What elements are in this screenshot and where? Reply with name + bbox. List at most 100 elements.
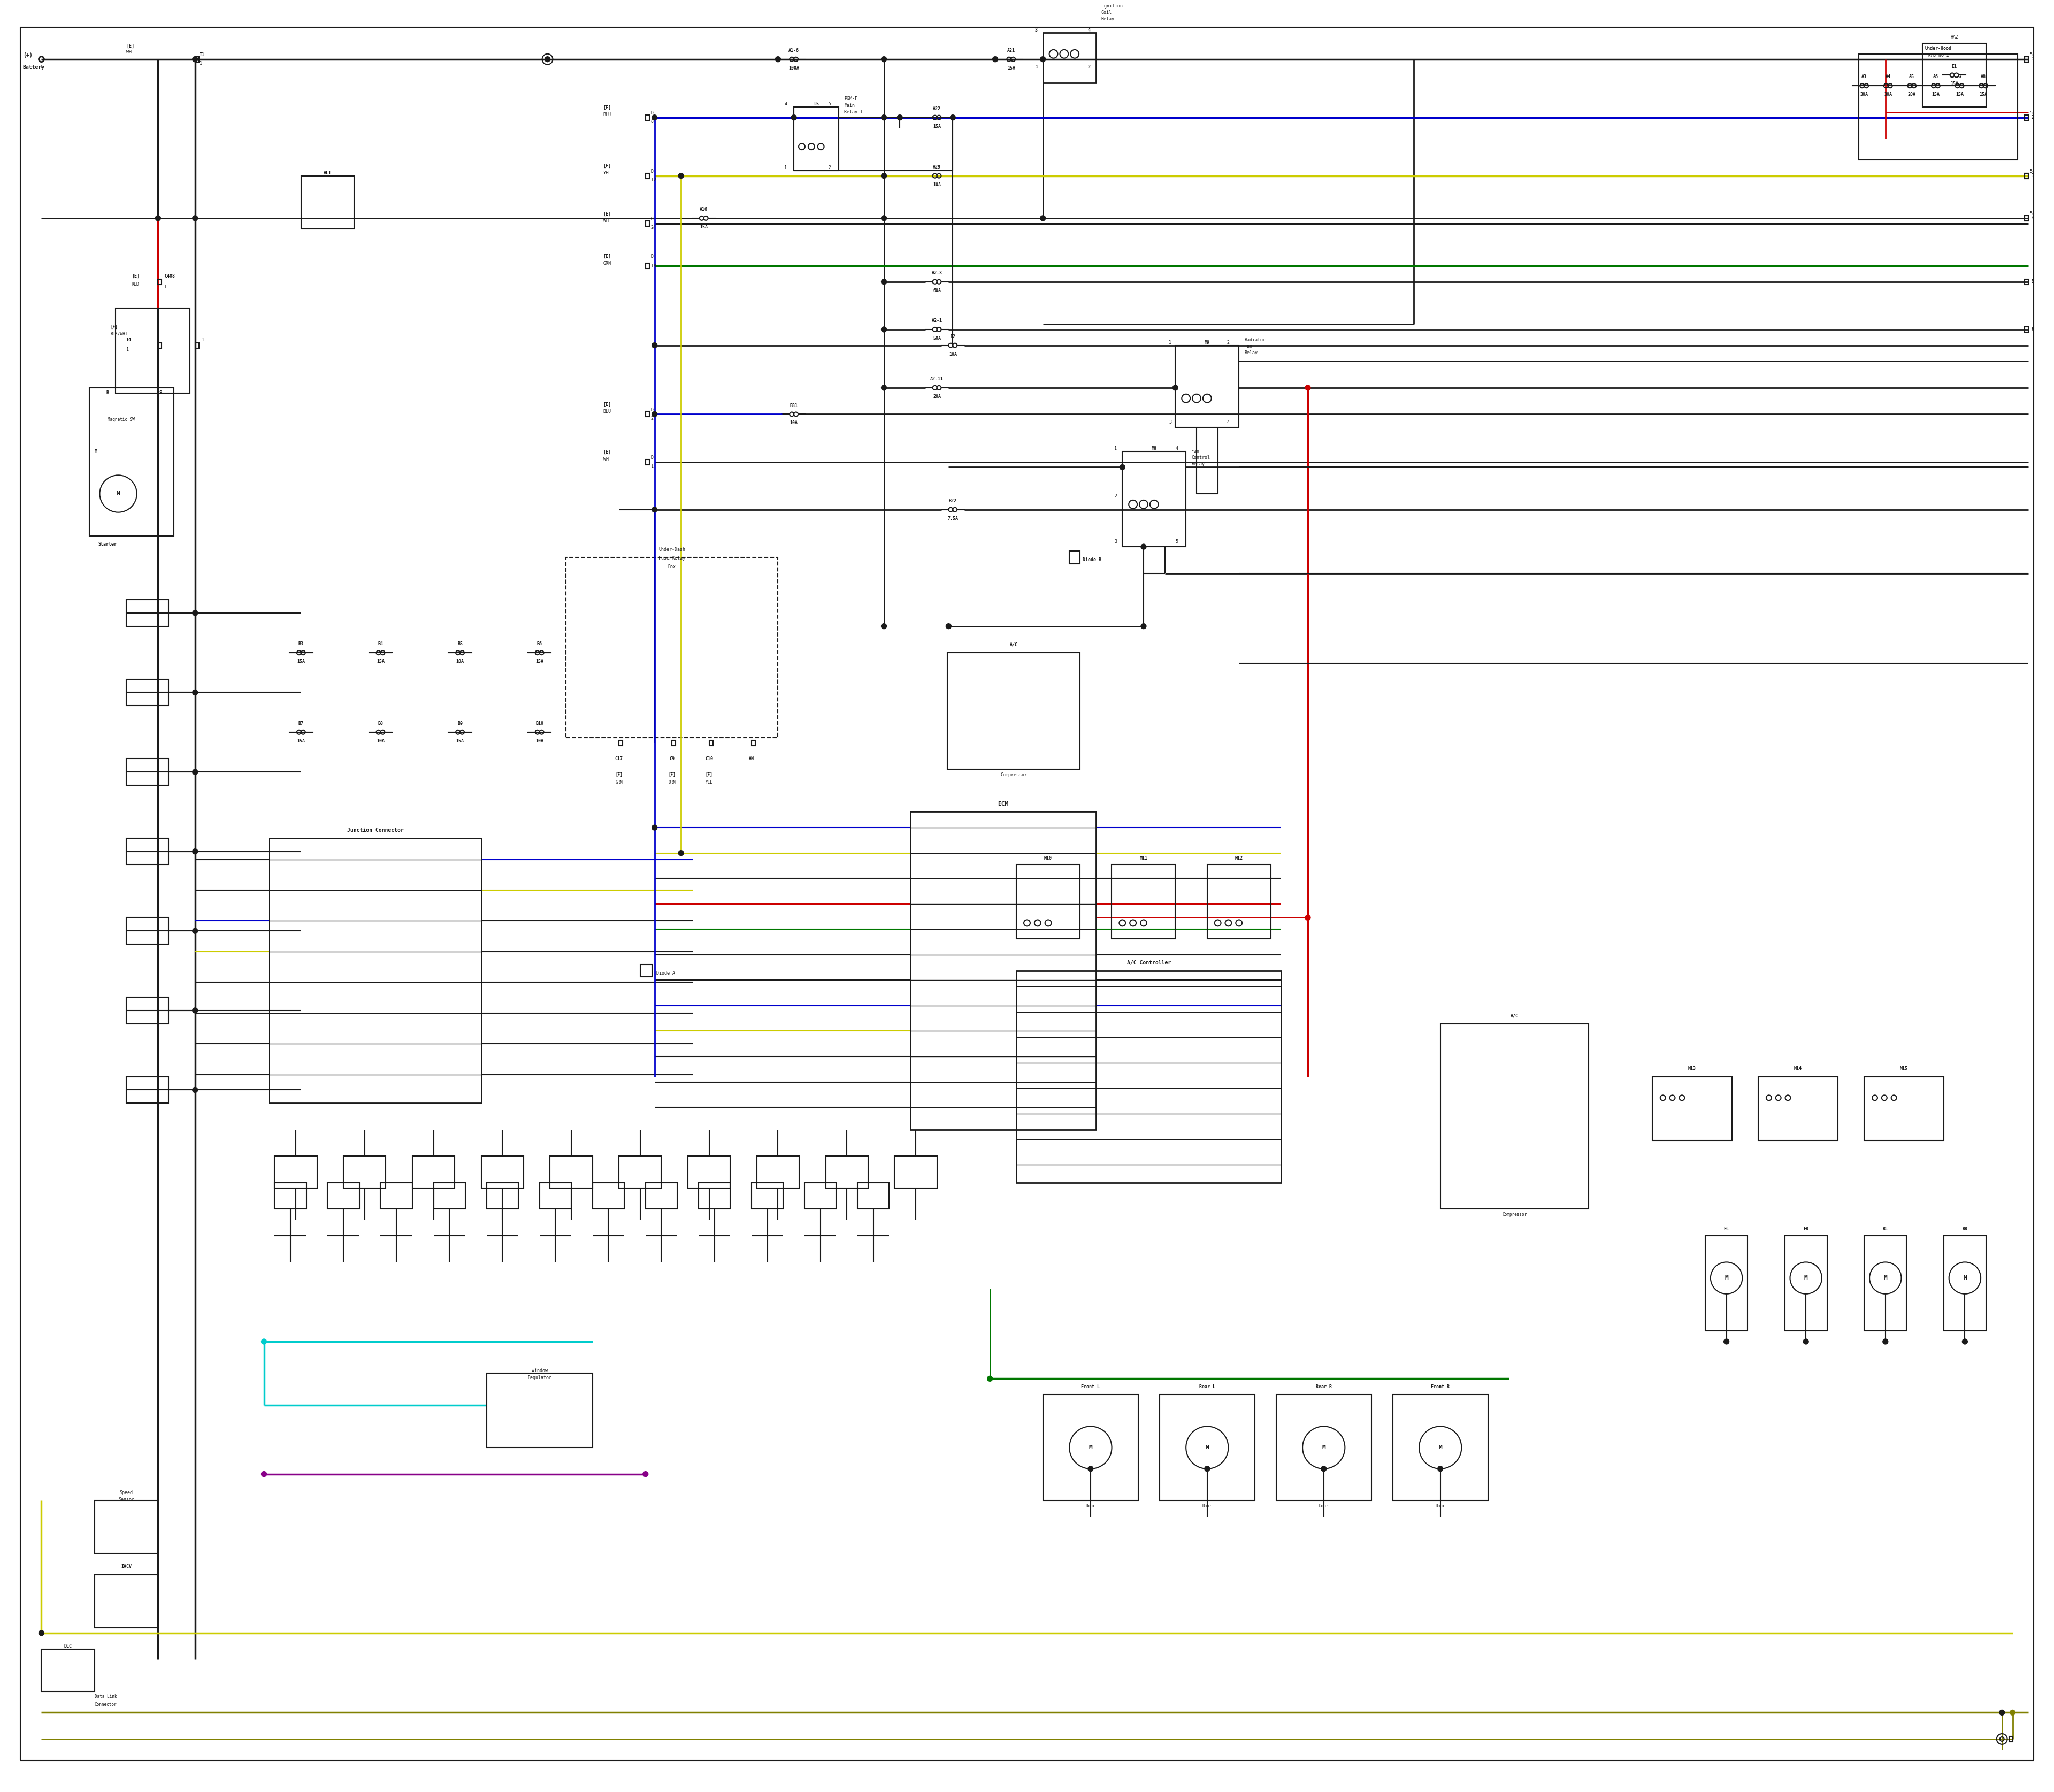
Text: Speed: Speed bbox=[119, 1491, 134, 1495]
Circle shape bbox=[1304, 916, 1310, 921]
Bar bbox=[1043, 32, 1097, 82]
Text: Under-Hood: Under-Hood bbox=[1925, 47, 1951, 50]
Bar bbox=[826, 1156, 869, 1188]
Circle shape bbox=[1204, 1466, 1210, 1471]
Bar bbox=[857, 1183, 889, 1210]
Circle shape bbox=[193, 611, 197, 616]
Text: B4: B4 bbox=[378, 642, 384, 647]
Text: A8: A8 bbox=[1980, 75, 1986, 79]
Text: Door: Door bbox=[1436, 1503, 1446, 1509]
Circle shape bbox=[1039, 57, 1045, 63]
Text: 10A: 10A bbox=[376, 738, 384, 744]
Text: 1: 1 bbox=[651, 464, 653, 468]
Text: A1-6: A1-6 bbox=[789, 48, 799, 52]
Text: 15A: 15A bbox=[1955, 91, 1964, 97]
Text: 2: 2 bbox=[1089, 65, 1091, 70]
Text: D: D bbox=[651, 217, 653, 222]
Text: D: D bbox=[651, 407, 653, 412]
Text: M13: M13 bbox=[1688, 1066, 1697, 1072]
Bar bbox=[2025, 215, 2029, 220]
Text: Front L: Front L bbox=[1080, 1383, 1101, 1389]
Circle shape bbox=[1999, 1710, 2005, 1715]
Text: Diode B: Diode B bbox=[1082, 557, 1101, 563]
Circle shape bbox=[881, 57, 887, 63]
Bar bbox=[1785, 1236, 1828, 1331]
Bar bbox=[550, 1156, 592, 1188]
Bar bbox=[115, 308, 189, 392]
Bar bbox=[1393, 1394, 1487, 1500]
Text: 3: 3 bbox=[2031, 174, 2033, 177]
Text: A3: A3 bbox=[1861, 75, 1867, 79]
Circle shape bbox=[1723, 1339, 1729, 1344]
Circle shape bbox=[898, 115, 902, 120]
Bar bbox=[125, 679, 168, 706]
Text: M: M bbox=[1725, 1276, 1727, 1281]
Text: Connector: Connector bbox=[94, 1702, 117, 1708]
Bar bbox=[756, 1156, 799, 1188]
Text: Door: Door bbox=[1087, 1503, 1095, 1509]
Text: D: D bbox=[651, 254, 653, 258]
Bar bbox=[487, 1373, 592, 1448]
Text: Door: Door bbox=[1202, 1503, 1212, 1509]
Text: Junction Connector: Junction Connector bbox=[347, 828, 403, 833]
Text: B22: B22 bbox=[949, 498, 957, 504]
Bar bbox=[641, 964, 651, 977]
Text: B8: B8 bbox=[378, 720, 384, 726]
Text: M12: M12 bbox=[1234, 857, 1243, 860]
Text: Control: Control bbox=[1191, 455, 1210, 461]
Text: Fan: Fan bbox=[1191, 450, 1200, 453]
Bar bbox=[343, 1156, 386, 1188]
Text: Compressor: Compressor bbox=[1000, 772, 1027, 778]
Text: Main: Main bbox=[844, 104, 854, 108]
Bar bbox=[752, 740, 756, 745]
Text: M: M bbox=[1089, 1444, 1093, 1450]
Bar bbox=[1923, 43, 1986, 108]
Text: [E]: [E] bbox=[604, 450, 612, 455]
Bar bbox=[592, 1183, 624, 1210]
Text: L5: L5 bbox=[813, 102, 820, 108]
Text: T4: T4 bbox=[125, 337, 131, 342]
Bar bbox=[618, 740, 622, 745]
Text: Magnetic SW: Magnetic SW bbox=[107, 418, 136, 421]
Bar bbox=[125, 918, 168, 944]
Text: M14: M14 bbox=[1793, 1066, 1801, 1072]
Circle shape bbox=[651, 507, 657, 513]
Circle shape bbox=[881, 115, 887, 120]
Text: [E]: [E] bbox=[131, 274, 140, 280]
Text: B3: B3 bbox=[298, 642, 304, 647]
Circle shape bbox=[881, 326, 887, 332]
Text: M: M bbox=[1206, 1444, 1210, 1450]
Text: 30A: 30A bbox=[1861, 91, 1869, 97]
Circle shape bbox=[1962, 1339, 1968, 1344]
Text: BLU: BLU bbox=[604, 113, 612, 116]
Text: 20A: 20A bbox=[933, 394, 941, 400]
Circle shape bbox=[193, 1007, 197, 1012]
Text: 19: 19 bbox=[651, 263, 655, 269]
Text: A22: A22 bbox=[933, 106, 941, 111]
Bar bbox=[1440, 1023, 1588, 1210]
Text: 15A: 15A bbox=[1949, 81, 1957, 86]
Bar bbox=[41, 1649, 94, 1692]
Circle shape bbox=[1140, 624, 1146, 629]
Circle shape bbox=[1438, 1466, 1444, 1471]
Text: A16: A16 bbox=[700, 208, 709, 211]
Text: A7: A7 bbox=[1957, 75, 1962, 79]
Text: 5: 5 bbox=[2029, 52, 2031, 57]
Text: 60A: 60A bbox=[933, 289, 941, 292]
Text: A21: A21 bbox=[1006, 48, 1015, 52]
Text: M15: M15 bbox=[1900, 1066, 1908, 1072]
Bar bbox=[327, 1183, 359, 1210]
Text: 10A: 10A bbox=[791, 421, 797, 425]
Circle shape bbox=[1119, 464, 1126, 470]
Text: 2: 2 bbox=[828, 165, 832, 170]
Circle shape bbox=[1039, 215, 1045, 220]
Text: 12: 12 bbox=[651, 177, 655, 183]
Bar bbox=[645, 115, 649, 120]
Text: 1: 1 bbox=[164, 285, 166, 290]
Text: 1: 1 bbox=[2031, 57, 2033, 61]
Text: RR: RR bbox=[1962, 1228, 1968, 1231]
Text: 6: 6 bbox=[2031, 328, 2033, 332]
Text: Rear R: Rear R bbox=[1317, 1383, 1331, 1389]
Bar bbox=[540, 1183, 571, 1210]
Text: Diode A: Diode A bbox=[655, 971, 676, 975]
